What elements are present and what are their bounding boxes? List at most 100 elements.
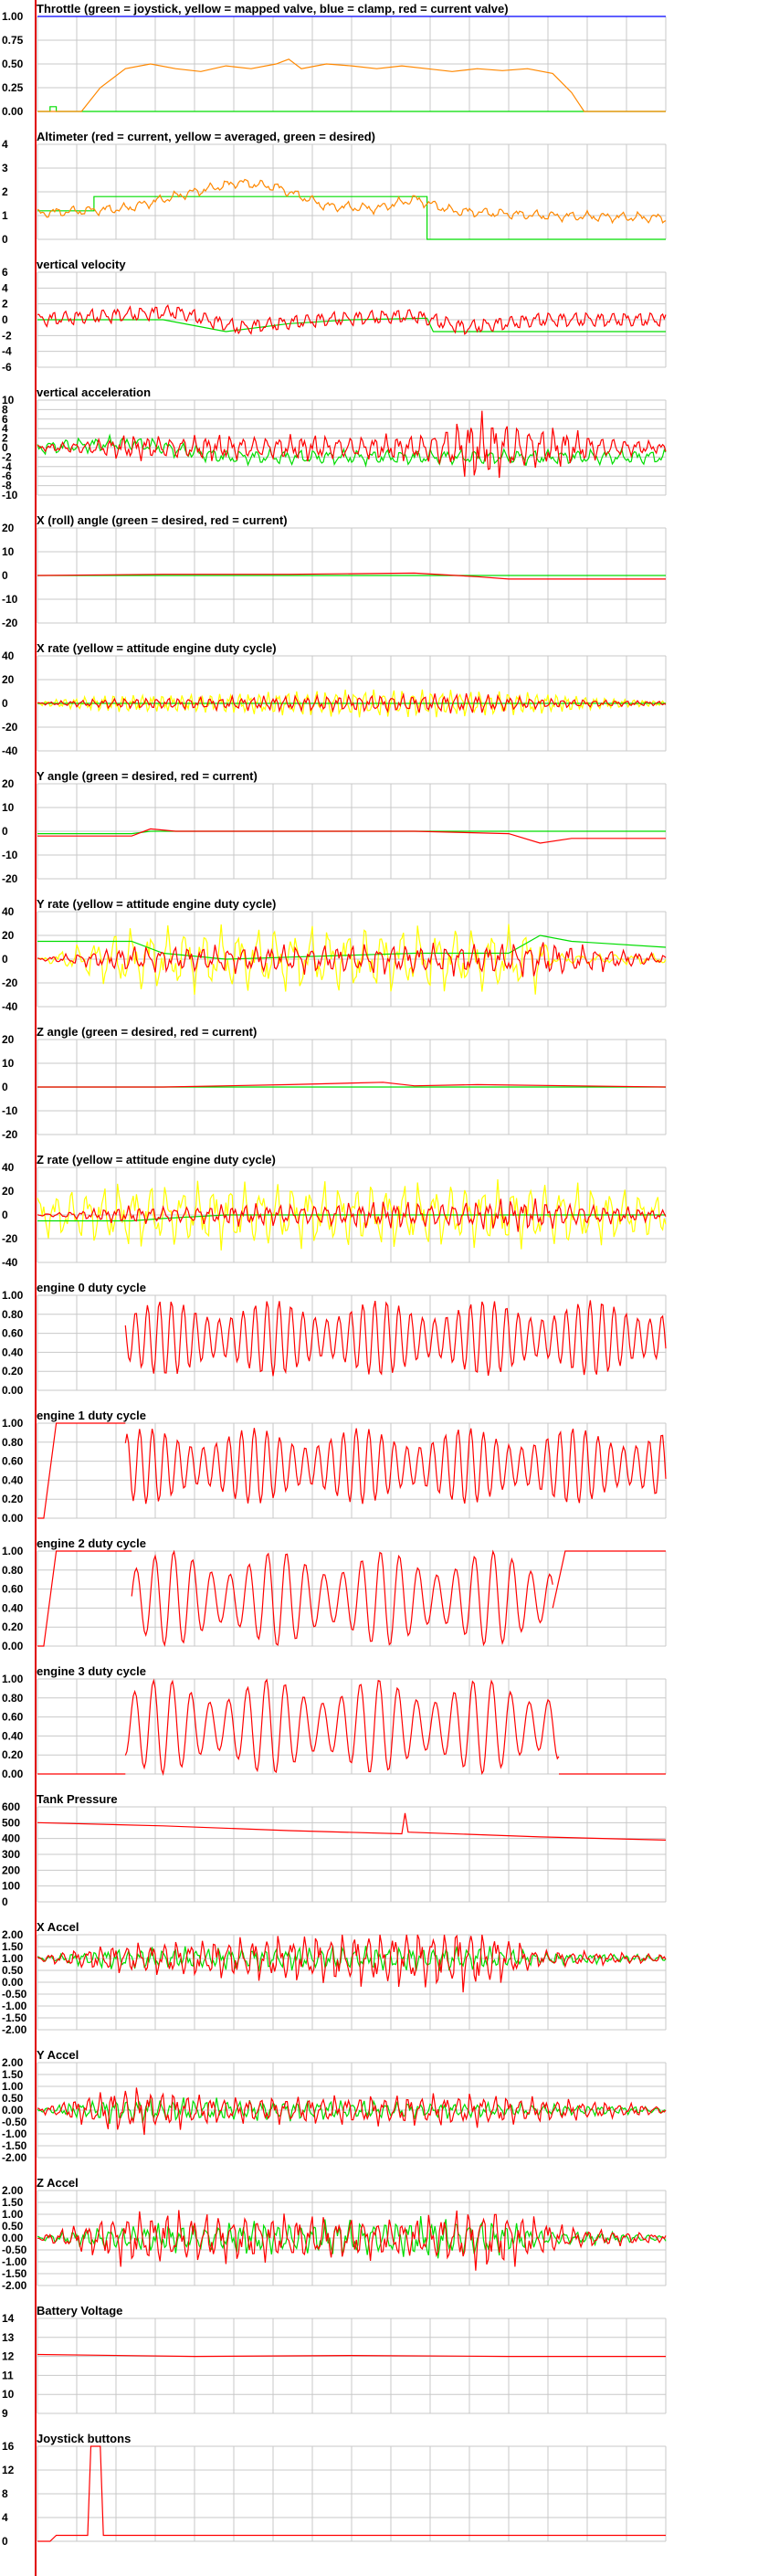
series-line-2	[37, 692, 667, 714]
y-tick-label: -40	[2, 1256, 18, 1269]
y-tick-label: 11	[2, 2369, 14, 2381]
series-line-0	[37, 2445, 666, 2542]
y-tick-label: -10	[2, 489, 18, 501]
chart-plot: 1.00 0.80 0.60 0.40 0.20 0.00	[2, 1673, 667, 1780]
y-tick-label: 40	[2, 905, 15, 918]
y-tick-label: 20	[2, 1185, 15, 1198]
chart-title: engine 1 duty cycle	[37, 1409, 146, 1422]
chart-title: Y rate (yellow = attitude engine duty cy…	[37, 897, 277, 911]
y-tick-label: -20	[2, 977, 18, 989]
chart-plot: 20 10 0 -10 -20	[2, 777, 667, 885]
y-tick-label: 400	[2, 1832, 20, 1845]
y-tick-label: 0.25	[2, 81, 24, 94]
y-tick-label: 0.00	[2, 2232, 24, 2244]
y-tick-label: 0.00	[2, 1976, 24, 1989]
y-tick-label: -1.00	[2, 2127, 27, 2140]
y-tick-label: 40	[2, 1161, 15, 1174]
y-tick-label: 0.40	[2, 1601, 24, 1614]
chart-panel: X rate (yellow = attitude engine duty cy…	[0, 641, 758, 769]
y-tick-label: 1.00	[2, 10, 24, 23]
series-line-0	[37, 317, 666, 333]
series-line-0	[37, 2215, 667, 2259]
chart-plot: 2.001.501.000.500.00-0.50-1.00-1.50-2.00	[2, 1928, 667, 2036]
y-tick-label: 100	[2, 1880, 20, 1893]
y-tick-label: 16	[2, 2440, 15, 2453]
chart-title: X Accel	[37, 1920, 79, 1934]
y-tick-label: 20	[2, 929, 15, 942]
y-tick-label: -6	[2, 361, 12, 374]
y-tick-label: 6	[2, 413, 8, 426]
y-tick-label: -0.50	[2, 2243, 27, 2256]
series-line-1	[37, 1082, 667, 1088]
series-line-2	[552, 1550, 666, 1609]
y-tick-label: 20	[2, 1033, 15, 1046]
y-tick-label: -1.00	[2, 2255, 27, 2268]
chart-title: Joystick buttons	[37, 2432, 132, 2445]
y-tick-label: 1.00	[2, 1545, 24, 1557]
y-tick-label: 0	[2, 441, 8, 454]
chart-panel: Altimeter (red = current, yellow = avera…	[0, 130, 758, 258]
y-tick-label: 0.50	[2, 58, 24, 70]
y-tick-label: 0.50	[2, 1964, 24, 1977]
y-tick-label: 8	[2, 2487, 8, 2500]
y-tick-label: 1.50	[2, 1940, 24, 1953]
chart-panel: Battery Voltage 14 13 12 11 10 9	[0, 2304, 758, 2432]
y-tick-label: -1.50	[2, 2139, 27, 2152]
y-tick-label: 1.00	[2, 1417, 24, 1430]
chart-title: engine 0 duty cycle	[37, 1281, 146, 1294]
chart-plot: 16 12 8 4 0	[2, 2440, 667, 2548]
chart-panel: Y rate (yellow = attitude engine duty cy…	[0, 897, 758, 1025]
y-tick-label: 500	[2, 1816, 20, 1829]
y-tick-label: -20	[2, 1128, 18, 1141]
chart-panel: Z angle (green = desired, red = current)…	[0, 1025, 758, 1153]
y-tick-label: 0.00	[2, 1640, 24, 1652]
series-line-2	[37, 942, 667, 977]
y-tick-label: 0.00	[2, 105, 24, 118]
chart-plot: 20 10 0 -10 -20	[2, 522, 667, 629]
y-tick-label: 2.00	[2, 1928, 24, 1941]
chart-title: Tank Pressure	[37, 1792, 118, 1806]
y-tick-label: 0	[2, 1895, 8, 1908]
y-tick-label: 4	[2, 281, 8, 294]
chart-plot: 1.00 0.80 0.60 0.40 0.20 0.00	[2, 1289, 667, 1397]
chart-title: engine 3 duty cycle	[37, 1664, 146, 1678]
series-line-0	[37, 195, 666, 240]
y-tick-label: -10	[2, 593, 18, 606]
series-line-1	[131, 1549, 553, 1647]
series-line-1	[37, 2210, 667, 2271]
y-tick-label: 1	[2, 209, 8, 222]
series-line-1	[37, 572, 666, 580]
y-tick-label: 20	[2, 777, 15, 790]
y-tick-label: 0.20	[2, 1748, 24, 1761]
series-line-1	[124, 1428, 667, 1504]
series-line-0	[37, 689, 667, 718]
series-line-1	[37, 828, 666, 844]
y-tick-label: 0	[2, 233, 8, 246]
chart-plot: 1.00 0.75 0.50 0.25 0.00	[2, 10, 667, 118]
y-tick-label: 0.80	[2, 1564, 24, 1577]
y-tick-label: 0	[2, 1081, 8, 1093]
series-line-1	[37, 304, 667, 335]
y-tick-label: 2.00	[2, 2056, 24, 2069]
y-tick-label: 0.50	[2, 2220, 24, 2233]
y-tick-label: 0.20	[2, 1621, 24, 1633]
y-tick-label: 0.40	[2, 1473, 24, 1486]
y-tick-label: 0.60	[2, 1327, 24, 1340]
y-tick-label: 10	[2, 394, 15, 406]
series-line-1	[37, 1934, 667, 1993]
chart-title: Y angle (green = desired, red = current)	[37, 769, 258, 783]
y-tick-label: 2	[2, 298, 8, 311]
y-tick-label: 0.00	[2, 2104, 24, 2117]
y-tick-label: -1.00	[2, 2000, 27, 2012]
chart-panel: Y angle (green = desired, red = current)…	[0, 769, 758, 897]
y-tick-label: 200	[2, 1863, 20, 1876]
chart-title: Z rate (yellow = attitude engine duty cy…	[37, 1153, 276, 1167]
chart-plot: 1.00 0.80 0.60 0.40 0.20 0.00	[2, 1417, 667, 1525]
chart-panel: X Accel 2.00 1.50 1.00 0.50 0.00 -0.50 -1.00 -1.…	[0, 1920, 758, 2048]
series-line-1	[37, 2087, 667, 2136]
chart-plot: 4 3 2 1 0	[2, 138, 667, 246]
chart-panel: Y Accel 2.00 1.50 1.00 0.50 0.00 -0.50 -1.00 -1.…	[0, 2048, 758, 2176]
y-tick-label: 10	[2, 801, 15, 814]
series-line-1	[124, 1678, 560, 1777]
